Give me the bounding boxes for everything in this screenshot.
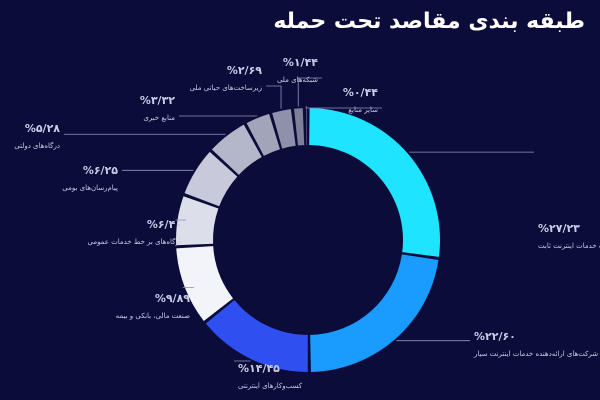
donut-segment bbox=[211, 124, 262, 175]
category-label: منابع خبری bbox=[143, 114, 175, 122]
category-label: صنعت مالی، بانکی و بیمه bbox=[116, 312, 190, 320]
category-label: درگاه‌های دولتی bbox=[14, 141, 60, 150]
category-label: پیام‌رسان‌های بومی bbox=[62, 184, 118, 192]
value-label: %۶/۲۵ bbox=[83, 164, 118, 177]
value-label: %۶/۴۰ bbox=[147, 218, 182, 231]
category-label: شرکت‌های ارائه‌دهنده خدمات اینترنت سیار bbox=[473, 350, 598, 358]
value-label: %۱/۴۴ bbox=[283, 56, 318, 69]
chart-title: طبقه بندی مقاصد تحت حمله bbox=[273, 9, 585, 34]
category-label: شبکه‌های ملی bbox=[277, 76, 318, 84]
value-label: %۳/۳۲ bbox=[140, 94, 175, 107]
category-label: زیرساخت‌های حیاتی ملی bbox=[190, 84, 262, 92]
category-label: درگاه‌های بر خط خدمات عمومی bbox=[87, 237, 182, 246]
category-label: کسب‌وکارهای اینترنتی bbox=[238, 382, 303, 390]
leader-line bbox=[266, 85, 282, 109]
donut-segment bbox=[310, 254, 439, 372]
value-label: %۵/۲۸ bbox=[25, 122, 60, 135]
donut-segment bbox=[305, 108, 308, 146]
donut-segment bbox=[205, 300, 308, 372]
category-label: شرکت‌های ارائه‌دهنده خدمات اینترنت ثابت bbox=[538, 242, 600, 250]
donut-segment bbox=[272, 109, 296, 149]
value-label: %۱۴/۴۵ bbox=[238, 362, 280, 375]
category-label: سایر منابع bbox=[348, 106, 378, 114]
leader-line bbox=[305, 106, 382, 109]
value-label: %۹/۸۹ bbox=[155, 292, 190, 305]
donut-segment bbox=[246, 113, 280, 156]
donut-segment bbox=[184, 151, 238, 207]
value-label: %۲۷/۲۳ bbox=[538, 222, 580, 235]
value-label: %۰/۴۴ bbox=[343, 86, 378, 99]
value-label: %۲/۶۹ bbox=[227, 64, 262, 77]
donut-segment bbox=[176, 196, 219, 246]
donut-segment bbox=[309, 108, 440, 257]
value-label: %۲۲/۶۰ bbox=[474, 330, 516, 343]
leader-line bbox=[297, 77, 322, 107]
donut-segment bbox=[176, 246, 234, 322]
donut-segment bbox=[294, 108, 305, 146]
